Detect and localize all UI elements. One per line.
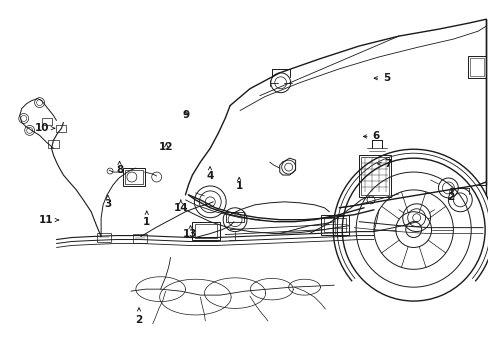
Text: 6: 6 [364,131,380,141]
Text: 11: 11 [38,215,59,225]
Bar [361,157,389,195]
Text: 8: 8 [116,161,123,175]
Text: 3: 3 [104,195,112,209]
Text: 4: 4 [206,167,214,181]
Bar [123,168,145,186]
Bar [196,224,217,238]
Bar [324,218,346,231]
Bar [226,212,244,222]
Text: 12: 12 [159,142,173,152]
Text: 2: 2 [135,308,143,325]
Bar [193,222,220,239]
Text: 1: 1 [236,177,243,192]
Bar [133,234,147,243]
Text: 2: 2 [447,188,455,202]
Text: 5: 5 [374,73,391,83]
Bar [125,170,143,184]
Text: 9: 9 [182,110,189,120]
Bar [470,58,484,76]
Bar [56,125,66,132]
Bar [97,233,111,242]
Bar [359,155,391,197]
Text: 10: 10 [34,123,55,133]
Text: 13: 13 [183,226,198,239]
Bar [468,56,486,78]
Text: 7: 7 [378,159,391,169]
Bar [321,215,349,235]
Bar [42,118,51,125]
Bar [48,140,59,148]
Text: 1: 1 [143,211,150,227]
Text: 14: 14 [173,200,188,213]
